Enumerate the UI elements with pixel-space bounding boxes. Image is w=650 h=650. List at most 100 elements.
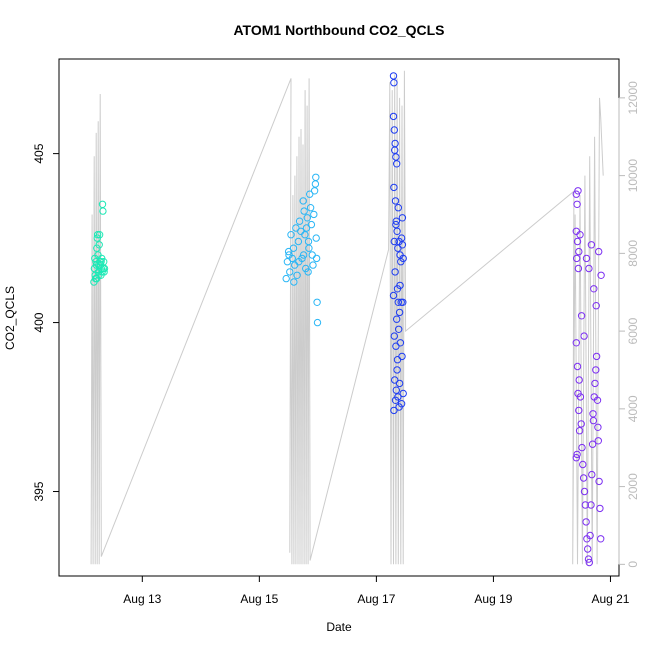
data-point: [306, 190, 314, 198]
x-tick-label: Aug 21: [591, 592, 629, 606]
x-tick-label: Aug 15: [240, 592, 278, 606]
data-point: [575, 427, 584, 435]
data-point: [307, 220, 316, 229]
data-point: [310, 187, 319, 195]
y-tick-label: 395: [32, 481, 46, 501]
data-point: [586, 531, 594, 540]
data-point: [312, 173, 320, 182]
data-point: [313, 298, 321, 306]
data-point: [300, 207, 308, 215]
data-point: [389, 291, 398, 300]
data-point: [304, 268, 312, 276]
data-point: [396, 281, 404, 290]
secondary-series-layer: [90, 70, 604, 565]
data-point: [294, 237, 303, 246]
data-point: [395, 325, 403, 333]
data-point: [590, 285, 598, 293]
data-point: [573, 237, 582, 246]
y-axis-label: CO2_QCLS: [3, 286, 17, 350]
data-point: [399, 389, 407, 398]
data-point: [584, 545, 592, 553]
data-point: [579, 474, 588, 482]
data-point: [390, 79, 398, 87]
data-point: [393, 315, 401, 323]
data-point: [287, 231, 295, 239]
plot-frame: [58, 58, 620, 577]
data-point: [299, 197, 307, 205]
data-point: [303, 214, 311, 222]
data-point: [302, 224, 311, 232]
data-point: [389, 72, 398, 80]
y-axis-right: 0 2000 4000 6000 8000 10000 12000: [618, 81, 640, 568]
data-point: [390, 126, 398, 134]
data-point: [578, 443, 586, 452]
data-point: [593, 396, 602, 404]
data-point: [597, 535, 605, 543]
data-point: [591, 379, 599, 388]
data-point: [395, 379, 404, 388]
data-point: [580, 487, 589, 496]
data-point: [304, 237, 313, 246]
y2-tick-label: 8000: [626, 240, 640, 267]
data-point: [282, 274, 290, 283]
data-point: [572, 190, 580, 198]
data-point: [574, 264, 583, 273]
y2-tick-label: 10000: [626, 159, 640, 193]
data-point: [577, 420, 585, 428]
x-tick-label: Aug 17: [357, 592, 395, 606]
data-point: [97, 258, 105, 266]
data-point: [575, 406, 583, 415]
data-point: [581, 501, 589, 509]
data-point: [399, 254, 407, 263]
data-point: [585, 558, 593, 567]
data-point: [595, 477, 603, 486]
data-point: [284, 247, 293, 256]
data-point: [596, 504, 604, 513]
data-point: [580, 332, 588, 340]
data-point: [398, 352, 406, 361]
data-point: [391, 268, 399, 276]
data-point: [391, 197, 400, 205]
data-point: [594, 423, 602, 431]
data-point: [312, 234, 320, 242]
y-axis-left: 395 400 405: [32, 143, 59, 502]
data-point: [573, 362, 582, 371]
data-point: [295, 217, 304, 225]
data-point: [573, 254, 581, 263]
data-point: [597, 271, 605, 279]
data-point: [390, 332, 398, 340]
data-point: [100, 268, 108, 276]
data-point: [283, 258, 292, 266]
data-point: [390, 406, 398, 415]
data-point: [582, 518, 590, 526]
data-point: [573, 450, 581, 459]
y-tick-label: 405: [32, 143, 46, 163]
data-point: [391, 376, 399, 384]
data-point: [398, 214, 407, 222]
data-point: [395, 403, 403, 411]
chart-title: ATOM1 Northbound CO2_QCLS: [233, 22, 444, 38]
data-point: [582, 254, 591, 263]
data-point: [285, 251, 293, 259]
data-point: [595, 247, 603, 256]
data-point: [295, 258, 303, 266]
data-point: [301, 231, 309, 239]
data-point: [95, 241, 103, 249]
data-point: [575, 376, 583, 384]
data-point: [306, 204, 315, 212]
data-point: [392, 217, 400, 225]
data-point: [395, 308, 404, 317]
data-point: [579, 460, 587, 469]
data-point: [587, 241, 596, 249]
data-point: [588, 470, 596, 479]
data-point: [95, 231, 104, 239]
data-point: [292, 224, 300, 232]
data-point: [313, 318, 322, 327]
data-point: [391, 396, 400, 404]
x-axis-label: Date: [326, 620, 352, 634]
data-point: [594, 437, 602, 445]
data-point: [592, 352, 601, 361]
y2-tick-label: 12000: [626, 81, 640, 115]
data-point: [390, 183, 398, 192]
data-point: [310, 210, 318, 219]
